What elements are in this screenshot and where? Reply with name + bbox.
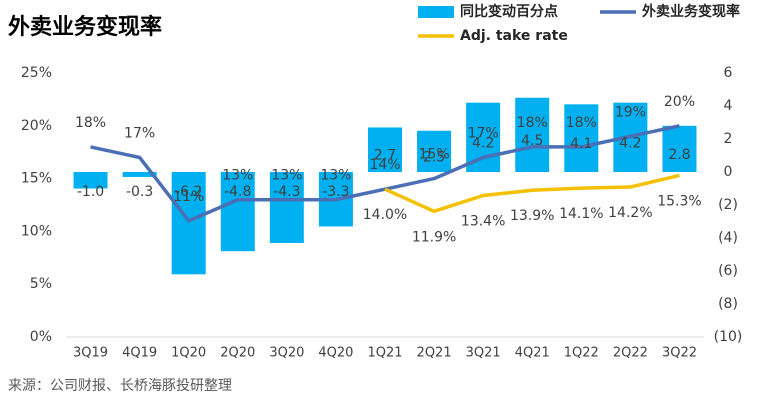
y2-tick-label: 6 bbox=[724, 65, 733, 81]
bar bbox=[220, 172, 255, 252]
x-tick-label: 3Q20 bbox=[269, 346, 304, 361]
x-tick-label: 3Q22 bbox=[662, 346, 697, 361]
data-label: -1.0 bbox=[77, 184, 104, 200]
data-label: 4.2 bbox=[472, 135, 494, 151]
x-tick-label: 2Q21 bbox=[417, 346, 452, 361]
y2-tick-label: 2 bbox=[724, 131, 733, 147]
data-label: 18% bbox=[517, 115, 548, 131]
data-label: 4.5 bbox=[521, 133, 543, 149]
data-label: -6.2 bbox=[175, 184, 202, 200]
bar bbox=[466, 102, 501, 172]
bar bbox=[73, 172, 108, 189]
x-tick-label: 1Q22 bbox=[564, 346, 599, 361]
legend-label: 外卖业务变现率 bbox=[642, 3, 740, 20]
data-label: 4.1 bbox=[570, 136, 592, 152]
x-tick-label: 2Q20 bbox=[220, 346, 255, 361]
data-label: 13% bbox=[271, 168, 302, 184]
legend-label: Adj. take rate bbox=[460, 28, 568, 44]
legend-label: 同比变动百分点 bbox=[460, 3, 558, 20]
data-label: -4.3 bbox=[273, 184, 300, 200]
data-label: 17% bbox=[124, 125, 155, 141]
x-tick-label: 1Q21 bbox=[367, 346, 402, 361]
x-tick-label: 2Q22 bbox=[613, 346, 648, 361]
x-tick-label: 1Q20 bbox=[171, 346, 206, 361]
y2-tick-label: (10) bbox=[714, 329, 743, 345]
data-label: 11% bbox=[173, 189, 204, 205]
bar bbox=[662, 125, 697, 172]
bar bbox=[515, 97, 550, 172]
chart-title: 外卖业务变现率 bbox=[8, 14, 162, 40]
data-label: -0.3 bbox=[126, 184, 153, 200]
bar bbox=[417, 130, 452, 172]
line bbox=[384, 173, 680, 214]
data-label: 11.9% bbox=[412, 229, 456, 245]
data-label: 15% bbox=[419, 147, 450, 163]
x-tick-label: 3Q21 bbox=[466, 346, 501, 361]
data-label: 2.5 bbox=[423, 149, 445, 165]
bar bbox=[564, 104, 599, 172]
data-label: 2.8 bbox=[668, 147, 690, 163]
data-label: -3.3 bbox=[322, 184, 349, 200]
y2-tick-label: 0 bbox=[724, 164, 733, 180]
data-label: -4.8 bbox=[224, 184, 251, 200]
data-label: 13% bbox=[222, 168, 253, 184]
y2-tick-label: (2) bbox=[718, 197, 738, 213]
bar bbox=[171, 172, 206, 275]
y-tick-label: 0% bbox=[30, 329, 52, 345]
y2-tick-label: (8) bbox=[718, 296, 738, 312]
y-tick-label: 5% bbox=[30, 276, 52, 292]
bar bbox=[368, 127, 402, 172]
data-label: 17% bbox=[468, 125, 499, 141]
data-label: 13% bbox=[320, 168, 351, 184]
y-tick-label: 20% bbox=[21, 118, 52, 134]
data-label: 14.0% bbox=[363, 207, 407, 223]
y2-tick-label: (4) bbox=[718, 230, 738, 246]
data-label: 2.7 bbox=[374, 148, 396, 164]
data-label: 14.1% bbox=[559, 206, 603, 222]
y-tick-label: 10% bbox=[21, 223, 52, 239]
data-label: 14% bbox=[369, 157, 400, 173]
source: 来源：公司财报、长桥海豚投研整理 bbox=[8, 378, 232, 394]
x-tick-label: 4Q21 bbox=[515, 346, 550, 361]
x-tick-label: 4Q19 bbox=[122, 346, 157, 361]
y2-tick-label: (6) bbox=[718, 263, 738, 279]
legend-swatch bbox=[418, 6, 454, 18]
x-tick-label: 4Q20 bbox=[318, 346, 353, 361]
bar bbox=[269, 172, 304, 243]
data-label: 18% bbox=[75, 115, 106, 131]
data-label: 15.3% bbox=[657, 193, 701, 209]
data-label: 19% bbox=[615, 104, 646, 120]
data-label: 20% bbox=[664, 94, 695, 110]
bar bbox=[122, 172, 157, 177]
data-label: 4.2 bbox=[619, 135, 641, 151]
data-label: 18% bbox=[566, 115, 597, 131]
data-label: 14.2% bbox=[608, 205, 652, 221]
data-label: 13.9% bbox=[510, 208, 554, 224]
y2-tick-label: 4 bbox=[724, 98, 733, 114]
y-tick-label: 25% bbox=[21, 65, 52, 81]
y-tick-label: 15% bbox=[21, 171, 52, 187]
data-label: 13.4% bbox=[461, 213, 505, 229]
x-tick-label: 3Q19 bbox=[73, 346, 108, 361]
